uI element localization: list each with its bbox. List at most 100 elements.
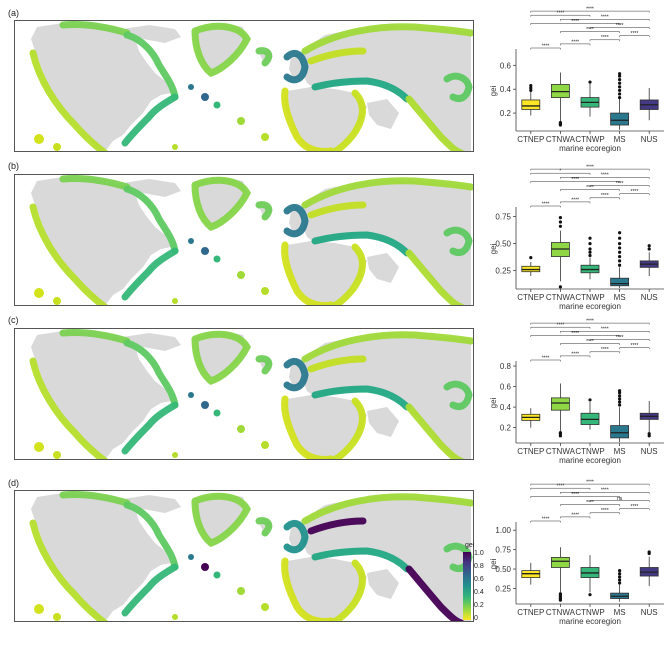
outlier-point (618, 263, 622, 267)
outlier-point (618, 81, 622, 85)
coastal-gei-band (255, 201, 273, 221)
coastal-gei-band (283, 49, 309, 84)
coastal-gei-band (328, 89, 366, 151)
y-tick-label: 0.25 (495, 584, 511, 593)
significance-label: **** (601, 15, 609, 21)
significance-bracket (589, 512, 620, 515)
coastal-gei-band (191, 22, 251, 77)
significance-bracket (560, 189, 620, 192)
coastal-gei-band (281, 557, 335, 621)
outlier-point (618, 581, 622, 585)
significance-bracket (589, 27, 650, 29)
significance-bracket (589, 39, 620, 42)
island-gei-patch (213, 409, 221, 417)
outlier-point (588, 253, 592, 258)
significance-bracket (530, 335, 620, 337)
significance-label: **** (601, 327, 609, 333)
significance-bracket (530, 483, 650, 486)
island-gei-patch (261, 603, 269, 611)
coastal-gei-band (405, 565, 464, 621)
outlier-point (618, 92, 622, 96)
significance-label: * (559, 169, 561, 175)
land-mass (367, 407, 399, 437)
coastal-gei-band (311, 385, 411, 411)
coastal-gei-band (121, 247, 179, 301)
x-tick-label: CTNWA (546, 447, 576, 456)
x-tick-label: CTNWP (575, 135, 604, 144)
island-gei-patch (34, 604, 44, 614)
significance-bracket (560, 331, 650, 333)
land-mass (195, 177, 247, 225)
significance-label: **** (631, 343, 639, 349)
island-gei-patch (213, 255, 221, 263)
land-mass (195, 331, 247, 379)
outlier-point (588, 80, 592, 84)
coastal-gei-band (121, 401, 179, 455)
coastal-gei-band (405, 403, 464, 459)
significance-bracket (530, 496, 620, 498)
coastal-gei-band (123, 501, 179, 571)
outlier-point (618, 394, 622, 398)
outlier-point (558, 592, 562, 596)
coastal-gei-band (283, 357, 309, 392)
significance-bracket (530, 487, 591, 490)
coastal-gei-band (301, 331, 473, 363)
coastal-gei-band (443, 226, 473, 257)
land-mass (123, 333, 181, 351)
box-ctnwa (551, 397, 570, 411)
coastal-gei-band (307, 355, 367, 373)
island-gei-patch (213, 101, 221, 109)
significance-bracket (530, 168, 650, 171)
y-tick-label: 0.2 (500, 424, 512, 433)
island-gei-patch (237, 587, 245, 595)
x-tick-label: CTNEP (517, 293, 544, 302)
legend-tick: 0.8 (474, 563, 484, 570)
coastal-gei-band (121, 93, 179, 147)
significance-label: **** (571, 177, 579, 183)
y-axis-title: gei (489, 558, 498, 569)
y-axis-title: gei (489, 85, 498, 96)
outlier-point (529, 86, 533, 90)
island-gei-patch (261, 287, 269, 295)
island-gei-patch (201, 563, 209, 571)
island-gei-patch (237, 117, 245, 125)
significance-bracket (530, 520, 561, 523)
land-mass (367, 253, 399, 283)
coastal-gei-band (191, 176, 251, 231)
map-panel-a (14, 20, 474, 152)
land-mass (123, 179, 181, 197)
y-axis-title: gei (489, 397, 498, 408)
panel-label-a: (a) (8, 8, 19, 18)
outlier-point (618, 397, 622, 401)
map-panel-b (14, 174, 474, 306)
island-gei-patch (188, 238, 194, 244)
coastal-gei-band (311, 231, 411, 257)
island-gei-patch (201, 93, 209, 101)
x-tick-label: CTNEP (517, 447, 544, 456)
y-tick-label: 0.6 (500, 61, 512, 70)
outlier-point (558, 224, 562, 228)
significance-label: **** (571, 512, 579, 518)
significance-bracket (530, 172, 591, 175)
x-tick-label: NUS (641, 135, 658, 144)
x-tick-label: CTNWP (575, 293, 604, 302)
significance-bracket (560, 31, 620, 34)
significance-bracket (560, 343, 620, 346)
significance-bracket (560, 19, 650, 21)
significance-label: **** (616, 335, 624, 341)
significance-bracket (619, 347, 650, 350)
x-tick-label: MS (614, 447, 626, 456)
outlier-point (588, 250, 592, 254)
land-mass (123, 25, 181, 43)
x-tick-label: CTNWA (546, 135, 576, 144)
box-ctnep (521, 99, 541, 110)
island-gei-patch (34, 288, 44, 298)
significance-label: **** (601, 35, 609, 41)
significance-label: **** (601, 508, 609, 514)
box-ms (610, 425, 629, 439)
land-mass (31, 177, 171, 305)
coastal-gei-band (255, 47, 273, 67)
y-tick-label: 0.25 (495, 267, 511, 276)
outlier-point (618, 236, 622, 240)
coastal-gei-band (59, 175, 131, 191)
